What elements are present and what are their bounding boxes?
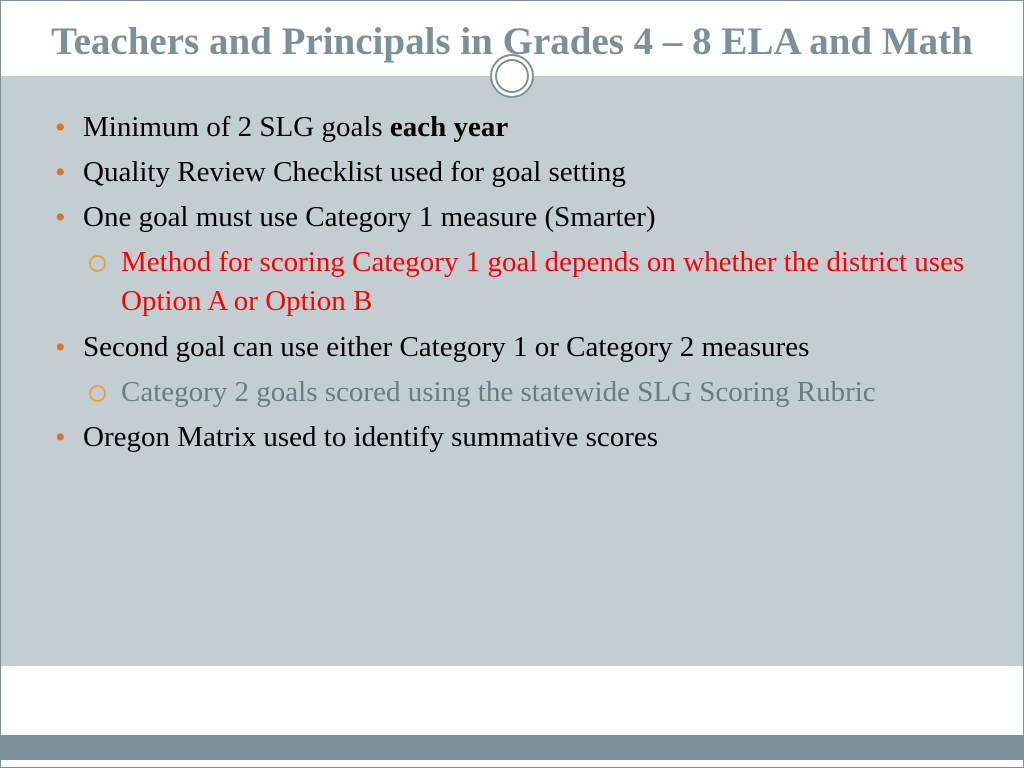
bullet-text: Second goal can use either Category 1 or… (83, 331, 809, 363)
bullet-text: Quality Review Checklist used for goal s… (83, 156, 626, 188)
bullet-item-3: One goal must use Category 1 measure (Sm… (51, 198, 973, 321)
bullet-list: Minimum of 2 SLG goals each year Quality… (51, 108, 973, 457)
bullet-text: Oregon Matrix used to identify summative… (83, 421, 658, 453)
footer-bar (1, 735, 1023, 760)
bullet-text: One goal must use Category 1 measure (Sm… (83, 201, 656, 233)
bullet-item-4: Second goal can use either Category 1 or… (51, 328, 973, 412)
bullet-item-1: Minimum of 2 SLG goals each year (51, 108, 973, 147)
sub-bullet-item: Method for scoring Category 1 goal depen… (83, 243, 973, 321)
sub-bullet-text: Method for scoring Category 1 goal depen… (121, 246, 964, 317)
slide-body: Minimum of 2 SLG goals each year Quality… (1, 76, 1023, 666)
sub-bullet-text: Category 2 goals scored using the statew… (121, 376, 876, 408)
circle-ornament (490, 54, 534, 98)
sub-list: Category 2 goals scored using the statew… (83, 373, 973, 412)
bullet-bold: each year (390, 111, 508, 143)
sub-list: Method for scoring Category 1 goal depen… (83, 243, 973, 321)
bullet-text: Minimum of 2 SLG goals (83, 111, 390, 143)
bullet-item-5: Oregon Matrix used to identify summative… (51, 418, 973, 457)
slide-container: Teachers and Principals in Grades 4 – 8 … (0, 0, 1024, 768)
sub-bullet-item: Category 2 goals scored using the statew… (83, 373, 973, 412)
bullet-item-2: Quality Review Checklist used for goal s… (51, 153, 973, 192)
